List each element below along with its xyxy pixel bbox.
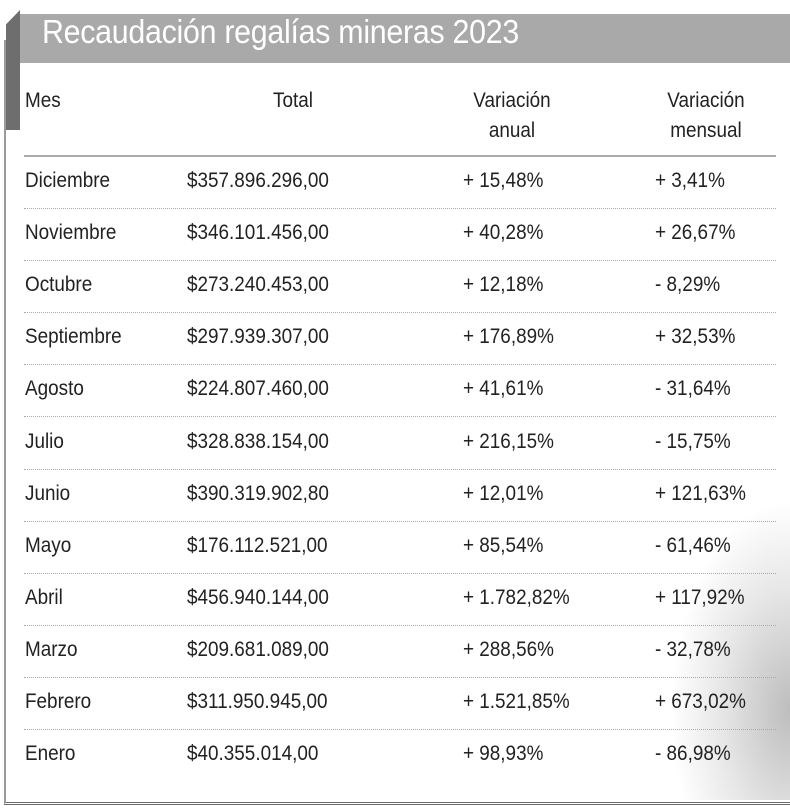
title-bar	[20, 14, 790, 63]
row-divider	[24, 208, 776, 209]
header-line: Variación	[667, 89, 745, 112]
decorative-splash	[670, 500, 790, 800]
header-line: mensual	[670, 119, 742, 142]
cell-anual: + 1.782,82%	[463, 585, 570, 609]
row-divider	[24, 624, 776, 626]
cell-total: $209.681.089,00	[187, 637, 329, 661]
cell-total: $346.101.456,00	[187, 221, 329, 245]
cell-total: $224.807.460,00	[187, 377, 329, 401]
cell-total: $297.939.307,00	[187, 325, 329, 349]
header-divider	[24, 155, 776, 157]
cell-mes: Abril	[25, 585, 63, 609]
cell-anual: + 12,01%	[463, 481, 544, 505]
cell-total: $456.940.144,00	[187, 585, 329, 609]
cell-anual: + 1.521,85%	[463, 690, 570, 713]
cell-mes: Mayo	[25, 533, 72, 557]
header-total: Total	[273, 89, 313, 112]
row-divider	[24, 364, 776, 366]
cell-mensual: - 86,98%	[655, 742, 731, 766]
cell-mensual: + 117,92%	[655, 585, 745, 609]
cell-anual: + 12,18%	[463, 273, 544, 297]
row-divider	[24, 729, 776, 730]
row-divider	[24, 468, 776, 470]
cell-mes: Agosto	[25, 377, 84, 401]
table-row: Septiembre $297.939.307,00 + 176,89% + 32,5…	[0, 325, 790, 391]
cell-total: $176.112.521,00	[187, 533, 328, 557]
header-line: Variación	[473, 89, 551, 112]
table-row: Febrero $311.950.945,00 + 1.521,85% + 673,0…	[0, 690, 790, 756]
cell-mensual: + 32,53%	[655, 325, 736, 349]
cell-anual: + 15,48%	[463, 169, 544, 192]
table-frame	[4, 40, 790, 805]
table-row: Octubre $273.240.453,00 + 12,18% - 8,29%	[0, 273, 790, 339]
cell-mes: Noviembre	[25, 221, 117, 245]
header-mes: Mes	[25, 89, 61, 112]
cell-anual: + 216,15%	[463, 429, 554, 453]
cell-total: $273.240.453,00	[187, 273, 329, 297]
row-divider	[24, 260, 776, 262]
title-tab	[6, 10, 20, 130]
row-divider	[24, 416, 776, 418]
cell-anual: + 40,28%	[463, 221, 544, 245]
table-row: Noviembre $346.101.456,00 + 40,28% + 26,67%	[0, 221, 790, 287]
row-divider	[24, 520, 776, 522]
table-row: Marzo $209.681.089,00 + 288,56% - 32,78%	[0, 638, 790, 704]
cell-mensual: - 8,29%	[655, 273, 721, 297]
row-divider	[24, 676, 776, 678]
table-row: Agosto $224.807.460,00 + 41,61% - 31,64%	[0, 377, 790, 443]
table-row: Enero $40.355.014,00 + 98,93% - 86,98%	[0, 742, 790, 808]
cell-mes: Septiembre	[25, 325, 122, 349]
cell-mensual: + 3,41%	[655, 169, 725, 192]
cell-mes: Julio	[25, 429, 64, 453]
cell-total: $328.838.154,00	[187, 429, 329, 453]
cell-mensual: + 673,02%	[655, 690, 746, 713]
cell-mensual: + 121,63%	[655, 481, 746, 505]
cell-mes: Octubre	[25, 273, 93, 297]
cell-anual: + 41,61%	[463, 377, 544, 401]
cell-anual: + 98,93%	[463, 742, 544, 766]
table-row: Mayo $176.112.521,00 + 85,54% - 61,46%	[0, 534, 790, 600]
row-divider	[24, 572, 776, 574]
table-row: Junio $390.319.902,80 + 12,01% + 121,63%	[0, 482, 790, 548]
cell-anual: + 176,89%	[463, 325, 554, 349]
cell-mes: Diciembre	[25, 169, 111, 192]
cell-mes: Febrero	[25, 690, 92, 713]
cell-mes: Junio	[25, 481, 71, 505]
cell-mes: Enero	[25, 742, 76, 766]
header-line: anual	[488, 119, 536, 142]
table-row: Diciembre $357.896.296,00 + 15,48% + 3,41%	[0, 169, 790, 235]
table-row: Abril $456.940.144,00 + 1.782,82% + 117,92%	[0, 586, 790, 652]
cell-total: $311.950.945,00	[187, 690, 328, 713]
cell-total: $390.319.902,80	[187, 481, 329, 505]
page-title: Recaudación regalías mineras 2023	[42, 13, 519, 50]
cell-total: $357.896.296,00	[187, 169, 329, 192]
cell-anual: + 85,54%	[463, 533, 544, 557]
header-variacion-mensual: Variación mensual	[650, 86, 762, 146]
header-variacion-anual: Variación anual	[456, 86, 568, 146]
cell-mensual: + 26,67%	[655, 221, 736, 245]
table-row: Julio $328.838.154,00 + 216,15% - 15,75%	[0, 430, 790, 496]
cell-total: $40.355.014,00	[187, 742, 319, 766]
cell-mensual: - 61,46%	[655, 533, 731, 557]
row-divider	[24, 312, 776, 314]
cell-anual: + 288,56%	[463, 637, 554, 661]
cell-mes: Marzo	[25, 637, 78, 661]
cell-mensual: - 32,78%	[655, 637, 731, 661]
cell-mensual: - 31,64%	[655, 377, 731, 401]
cell-mensual: - 15,75%	[655, 429, 731, 453]
